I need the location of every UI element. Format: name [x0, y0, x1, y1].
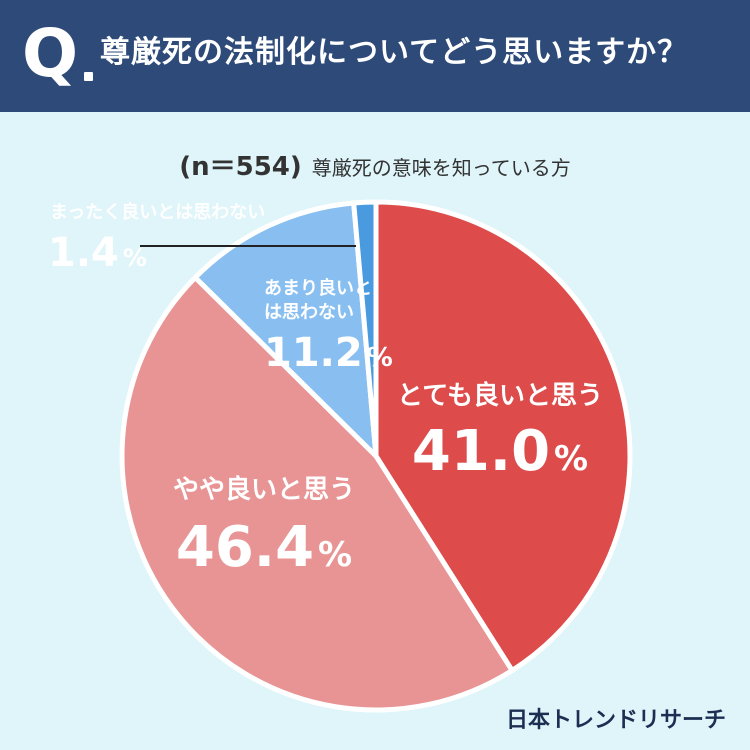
question-header: Q 尊厳死の法制化についてどう思いますか？: [0, 0, 750, 112]
brand-logo: 日本トレンドリサーチ: [505, 708, 726, 733]
question-title: 尊厳死の法制化についてどう思いますか？: [100, 35, 689, 70]
slice-somewhat-good-label: やや良いと思う: [173, 474, 355, 505]
sample-size: (n＝554): [179, 152, 302, 182]
slice-somewhat-good-value: 46.4%: [176, 515, 352, 580]
slice-not-very-good-value: 11.2%: [264, 330, 393, 376]
q-dot: [84, 72, 93, 81]
slice-very-good-label: とても良いと思う: [397, 380, 603, 411]
slice-not-very-good: [192, 200, 379, 459]
slice-very-good-value: 41.0%: [412, 419, 588, 484]
slice-not-good-at-all-label: まったく良いとは思わない: [50, 201, 265, 223]
slice-not-very-good-label: あまり良いと: [264, 277, 372, 299]
slice-somewhat-good: [119, 275, 515, 713]
slice-not-good-at-all: [351, 199, 379, 459]
slice-not-very-good-label-line2: は思わない: [264, 302, 354, 323]
sample-info: (n＝554) 尊厳死の意味を知っている方: [0, 146, 750, 183]
sample-description: 尊厳死の意味を知っている方: [311, 156, 571, 180]
q-mark: Q: [22, 15, 79, 92]
slice-not-good-at-all-value: 1.4%: [48, 230, 147, 276]
